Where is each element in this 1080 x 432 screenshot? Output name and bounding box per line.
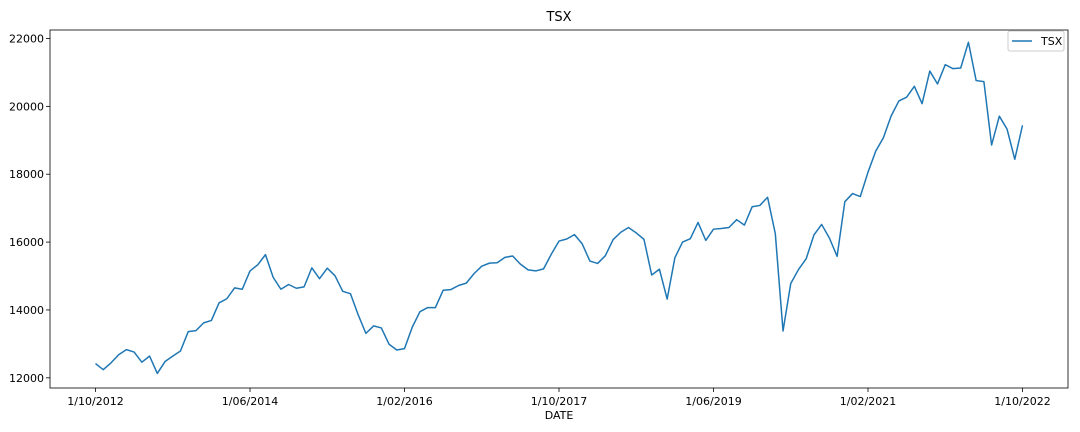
series-line-tsx: [95, 41, 1024, 375]
y-tick-label: 18000: [9, 168, 44, 181]
x-tick-label: 1/02/2021: [840, 395, 896, 408]
x-axis-label: DATE: [545, 409, 574, 422]
x-tick-label: 1/10/2017: [531, 395, 587, 408]
y-tick-label: 22000: [9, 32, 44, 45]
legend-label-tsx: TSX: [1040, 35, 1063, 48]
x-tick-label: 1/10/2012: [67, 395, 123, 408]
x-tick-label: 1/02/2016: [376, 395, 432, 408]
chart-title: TSX: [545, 10, 571, 25]
x-tick-label: 1/06/2014: [222, 395, 278, 408]
y-axis: 12000 14000 16000 18000 20000 22000: [9, 32, 50, 385]
y-tick-label: 12000: [9, 372, 44, 385]
x-tick-label: 1/06/2019: [685, 395, 741, 408]
y-tick-label: 20000: [9, 100, 44, 113]
y-tick-label: 14000: [9, 304, 44, 317]
legend: TSX: [1007, 30, 1065, 52]
series-layer: [95, 41, 1024, 375]
x-tick-label: 1/10/2022: [994, 395, 1050, 408]
x-axis: 1/10/2012 1/06/2014 1/02/2016 1/10/2017 1/06…: [67, 388, 1051, 408]
y-tick-label: 16000: [9, 236, 44, 249]
legend-box: [1007, 30, 1065, 52]
